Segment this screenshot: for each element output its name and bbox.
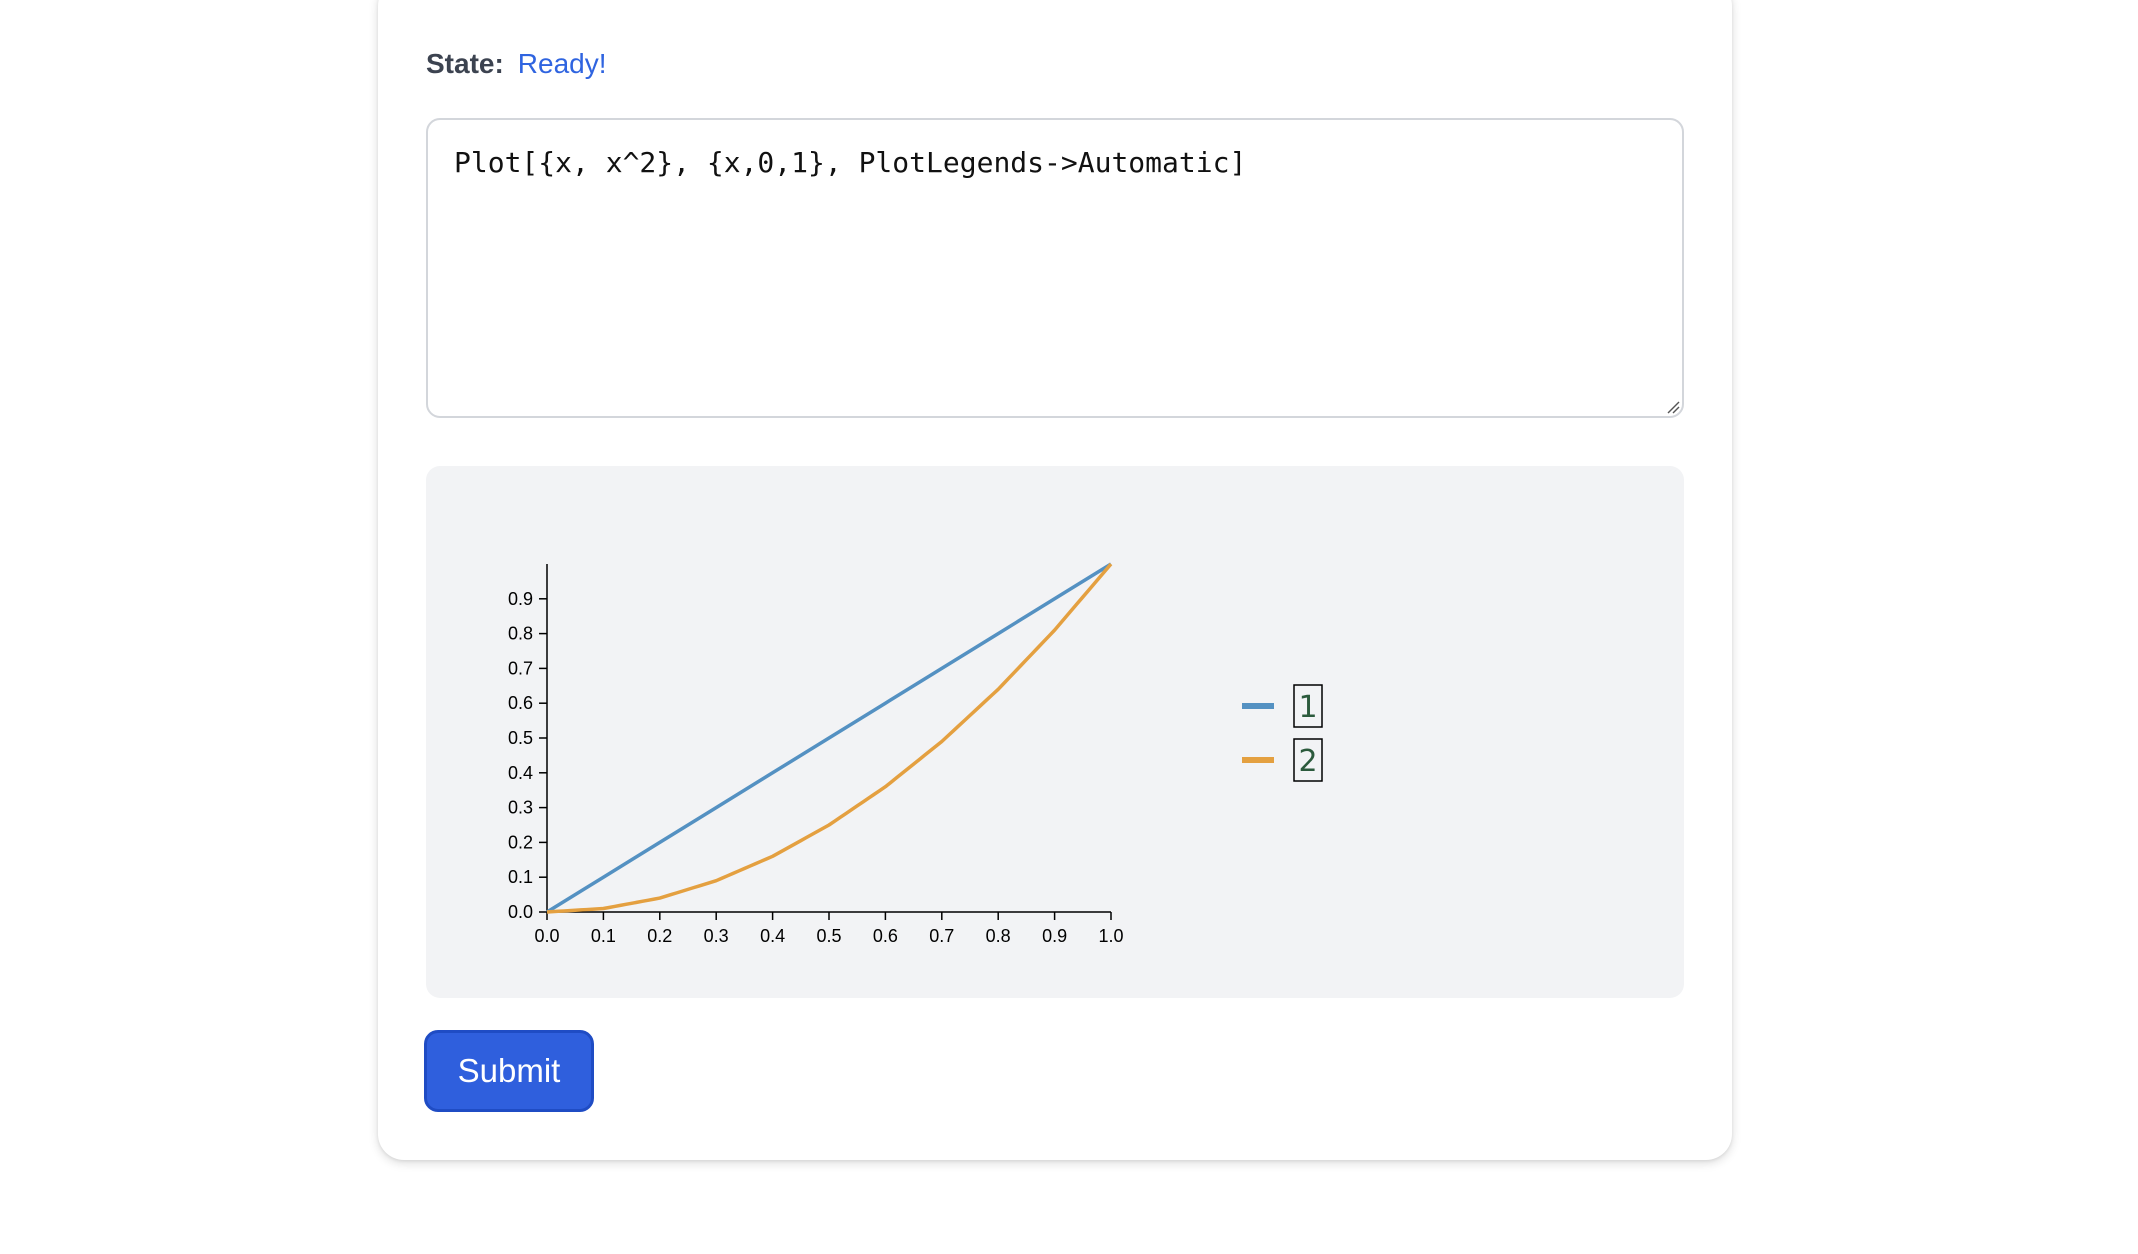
y-tick-label: 0.1 bbox=[508, 867, 533, 887]
x-tick-label: 0.0 bbox=[534, 926, 559, 946]
y-tick-label: 0.4 bbox=[508, 763, 533, 783]
x-tick-label: 0.3 bbox=[704, 926, 729, 946]
y-tick-label: 0.6 bbox=[508, 693, 533, 713]
legend-box-2 bbox=[1293, 738, 1323, 782]
y-tick-label: 0.8 bbox=[508, 624, 533, 644]
status-value: Ready! bbox=[517, 48, 607, 79]
plot-chart: 0.0 0.1 0.2 0.3 0.4 0.5 0.6 0.7 0.8 0.9 1.0 0.0 0.1 0… bbox=[508, 562, 1323, 946]
y-tick-label: 0.0 bbox=[508, 902, 533, 922]
series-line-2 bbox=[546, 562, 1113, 914]
y-tick-label: 0.3 bbox=[508, 798, 533, 818]
y-tick-label: 0.5 bbox=[508, 728, 533, 748]
y-tick-label: 0.7 bbox=[508, 658, 533, 678]
legend-label-1: 1 bbox=[1298, 690, 1317, 725]
resize-handle-icon[interactable] bbox=[1664, 398, 1680, 414]
code-input[interactable]: Plot[{x, x^2}, {x,0,1}, PlotLegends->Aut… bbox=[426, 118, 1684, 418]
output-panel: 0.0 0.1 0.2 0.3 0.4 0.5 0.6 0.7 0.8 0.9 1.0 0.0 0.1 0… bbox=[426, 466, 1684, 998]
legend-box-1 bbox=[1293, 684, 1323, 728]
status-row: State: Ready! bbox=[426, 46, 607, 82]
x-tick-label: 0.5 bbox=[816, 926, 841, 946]
submit-button[interactable]: Submit bbox=[424, 1030, 594, 1112]
x-tick-label: 0.6 bbox=[873, 926, 898, 946]
x-tick-label: 0.2 bbox=[647, 926, 672, 946]
x-tick-label: 0.7 bbox=[929, 926, 954, 946]
y-tick-label: 0.9 bbox=[508, 589, 533, 609]
x-tick-label: 0.1 bbox=[591, 926, 616, 946]
x-tick-label: 1.0 bbox=[1098, 926, 1123, 946]
x-tick-label: 0.9 bbox=[1042, 926, 1067, 946]
series-line-1 bbox=[546, 562, 1112, 914]
y-tick-label: 0.2 bbox=[508, 832, 533, 852]
status-label: State: bbox=[426, 48, 504, 79]
x-tick-label: 0.8 bbox=[986, 926, 1011, 946]
x-tick-label: 0.4 bbox=[760, 926, 785, 946]
legend-label-2: 2 bbox=[1298, 744, 1317, 779]
